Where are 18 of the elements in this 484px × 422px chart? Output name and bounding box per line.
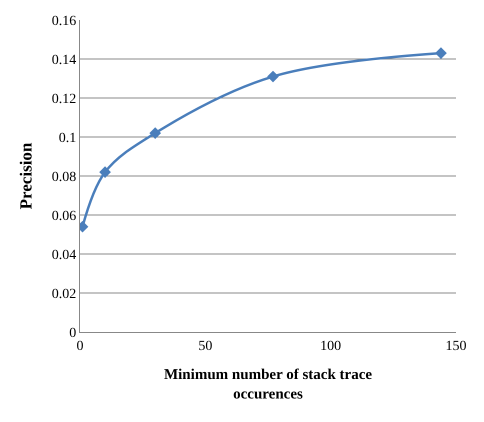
y-axis-title: Precision (16, 142, 36, 210)
point (267, 70, 279, 82)
y-tick-label: 0.16 (52, 14, 76, 29)
y-tick-label: 0.14 (52, 52, 76, 68)
x-tick-label: 100 (320, 338, 342, 354)
x-tick-label: 150 (446, 338, 466, 354)
x-tick-label: 50 (198, 338, 212, 354)
point (435, 47, 447, 59)
y-tick-label: 0.04 (52, 248, 76, 263)
point (149, 127, 162, 139)
y-tick-label: 0.1 (58, 130, 76, 146)
y-tick-label: 0.12 (52, 92, 76, 107)
y-tick-label: 0 (69, 326, 76, 341)
point (99, 166, 111, 178)
y-tick-label: 0.02 (52, 286, 76, 302)
y-tick-label: 0.08 (52, 170, 76, 185)
x-axis-title: Minimum number of stack trace occurences (164, 366, 372, 402)
y-tick-label: 0.06 (52, 208, 76, 224)
